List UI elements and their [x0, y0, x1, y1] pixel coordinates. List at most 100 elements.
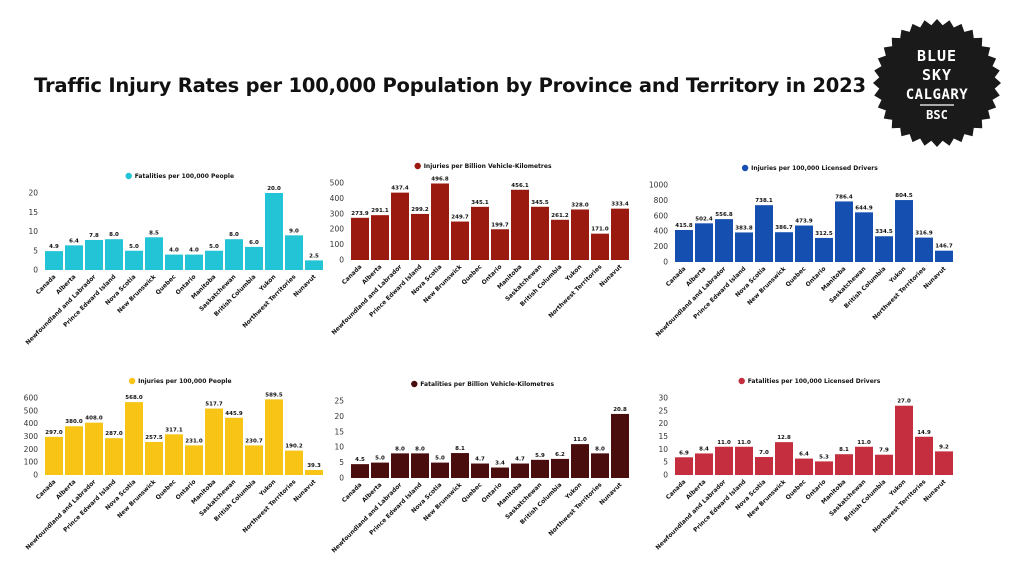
- bar-canada: [45, 251, 63, 270]
- data-label-quebec: 473.9: [795, 219, 813, 225]
- bar-manitoba: [835, 201, 853, 262]
- bar-yukon: [571, 209, 589, 260]
- chart-fatalities-per-100k-drivers: Fatalities per 100,000 Licensed Drivers 0…: [654, 373, 984, 563]
- chart-injuries-per-billion-vkm: Injuries per Billion Vehicle-Kilometres 0…: [330, 158, 660, 348]
- bar-northwest-territories: [285, 235, 303, 270]
- data-label-ontario: 3.4: [495, 461, 505, 467]
- bar-nunavut: [611, 413, 629, 478]
- chart-legend: Fatalities per 100,000 People: [125, 172, 234, 180]
- bar-quebec: [165, 254, 183, 270]
- bar-yukon: [265, 193, 283, 270]
- x-tick-label-canada: Canada: [665, 478, 688, 501]
- data-label-manitoba: 4.7: [515, 457, 525, 463]
- bar-nova-scotia: [125, 402, 143, 475]
- y-tick-label: 300: [330, 209, 345, 218]
- bar-yukon: [895, 200, 913, 262]
- y-tick-label: 600: [654, 211, 669, 220]
- data-label-yukon: 11.0: [573, 437, 587, 443]
- bar-northwest-territories: [915, 237, 933, 262]
- bar-alberta: [371, 215, 389, 260]
- data-label-british-columbia: 6.2: [555, 452, 565, 458]
- bar-nova-scotia: [755, 205, 773, 262]
- bar-quebec: [165, 434, 183, 475]
- data-label-canada: 273.9: [351, 211, 369, 217]
- y-tick-label: 10: [28, 227, 38, 236]
- data-label-yukon: 20.0: [267, 186, 281, 192]
- y-tick-label: 400: [330, 194, 345, 203]
- bar-canada: [351, 217, 369, 260]
- data-label-alberta: 502.4: [695, 216, 713, 222]
- chart-injuries-per-100k-people: Injuries per 100,000 People 0 100 200 300 400…: [24, 373, 354, 563]
- legend-label: Injuries per 100,000 People: [138, 378, 231, 385]
- chart-fatalities-per-100k-people: Fatalities per 100,000 People 0 5 10 15 20 4.9…: [24, 168, 354, 358]
- bar-new-brunswick: [775, 442, 793, 475]
- logo-badge-shape: [873, 19, 1001, 147]
- data-label-saskatchewan: 5.9: [535, 453, 545, 459]
- bar-manitoba: [835, 454, 853, 475]
- data-label-nunavut: 9.2: [939, 444, 949, 450]
- bar-alberta: [695, 223, 713, 262]
- bar-nunavut: [305, 260, 323, 271]
- data-label-nova-scotia: 7.0: [759, 450, 769, 456]
- x-tick-label-canada: Canada: [665, 265, 688, 288]
- data-label-canada: 4.5: [355, 457, 365, 463]
- bar-british-columbia: [875, 236, 893, 262]
- bar-northwest-territories: [591, 453, 609, 478]
- data-label-ontario: 199.7: [491, 222, 509, 228]
- bar-british-columbia: [245, 246, 263, 270]
- data-label-northwest-territories: 316.9: [915, 231, 933, 237]
- data-label-saskatchewan: 445.9: [225, 411, 243, 417]
- bar-new-brunswick: [451, 453, 469, 478]
- data-label-ontario: 312.5: [815, 231, 833, 237]
- bar-ontario: [185, 445, 203, 475]
- bar-saskatchewan: [531, 459, 549, 478]
- data-label-nova-scotia: 568.0: [125, 395, 143, 401]
- bar-saskatchewan: [855, 212, 873, 262]
- data-label-nunavut: 146.7: [935, 244, 953, 250]
- bar-ontario: [815, 237, 833, 262]
- data-label-prince-edward-island: 11.0: [737, 440, 751, 446]
- y-tick-label: 200: [24, 445, 39, 454]
- data-label-nunavut: 333.4: [611, 202, 629, 208]
- chart-fatalities-per-billion-vkm: Fatalities per Billion Vehicle-Kilometre…: [330, 376, 660, 566]
- bar-nova-scotia: [125, 250, 143, 270]
- y-tick-label: 500: [330, 179, 345, 188]
- bar-prince-edward-island: [105, 438, 123, 475]
- legend-swatch: [738, 377, 745, 385]
- data-label-manitoba: 456.1: [511, 183, 529, 189]
- y-tick-label: 400: [654, 227, 669, 236]
- y-tick-label: 0: [663, 471, 668, 480]
- y-tick-label: 25: [658, 406, 668, 415]
- data-label-manitoba: 786.4: [835, 194, 853, 200]
- bar-saskatchewan: [225, 417, 243, 475]
- bar-northwest-territories: [285, 450, 303, 475]
- data-label-quebec: 317.1: [165, 427, 183, 433]
- bar-new-brunswick: [775, 232, 793, 262]
- bar-nunavut: [305, 469, 323, 475]
- y-tick-label: 10: [334, 443, 344, 452]
- legend-swatch: [125, 172, 132, 180]
- y-tick-label: 15: [334, 427, 344, 436]
- x-tick-label-new-brunswick: New Brunswick: [746, 478, 788, 520]
- y-tick-label: 5: [339, 458, 344, 467]
- data-label-northwest-territories: 14.9: [917, 430, 931, 436]
- bar-new-brunswick: [145, 237, 163, 270]
- data-label-canada: 4.9: [49, 244, 59, 250]
- data-label-prince-edward-island: 287.0: [105, 431, 123, 437]
- y-tick-label: 600: [24, 394, 39, 403]
- data-label-ontario: 231.0: [185, 438, 203, 444]
- data-label-prince-edward-island: 8.0: [415, 446, 425, 452]
- bar-ontario: [491, 229, 509, 260]
- data-label-northwest-territories: 8.0: [595, 446, 605, 452]
- legend-label: Fatalities per 100,000 Licensed Drivers: [748, 378, 881, 385]
- y-tick-label: 1000: [649, 181, 668, 190]
- data-label-alberta: 8.4: [699, 446, 709, 452]
- data-label-newfoundland-and-labrador: 408.0: [85, 416, 103, 422]
- bar-alberta: [371, 462, 389, 478]
- y-tick-label: 0: [339, 256, 344, 265]
- bar-british-columbia: [551, 219, 569, 260]
- bar-canada: [45, 436, 63, 475]
- data-label-saskatchewan: 8.0: [229, 232, 239, 238]
- data-label-new-brunswick: 386.7: [775, 225, 793, 231]
- data-label-alberta: 6.4: [69, 238, 79, 244]
